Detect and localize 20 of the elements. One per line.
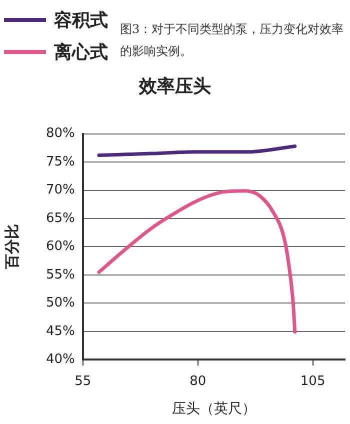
y-tick-label: 60% [46,239,75,254]
y-tick-label: 45% [46,324,75,339]
x-tick-label: 105 [300,374,326,389]
y-axis-title: 百分比 [2,224,21,270]
line-series [97,144,297,157]
caption: 图3：对于不同类型的泵，压力变化对效率的影响实例。 [120,21,345,60]
legend-label: 离心式 [54,41,108,64]
y-tick-label: 50% [46,296,75,311]
y-tick-label: 80% [46,126,75,142]
chart-title: 效率压头 [138,75,212,98]
y-tick-label: 40% [46,352,75,367]
y-tick-label: 55% [46,267,75,282]
x-tick-label: 55 [74,374,92,389]
line-series [97,189,297,334]
legend-label: 容积式 [54,9,108,32]
x-axis-title: 压头（英尺） [172,401,256,418]
y-tick-label: 65% [46,210,75,226]
y-tick-label: 75% [46,154,75,170]
y-tick-label: 70% [46,182,75,198]
x-tick-label: 80 [190,374,206,389]
